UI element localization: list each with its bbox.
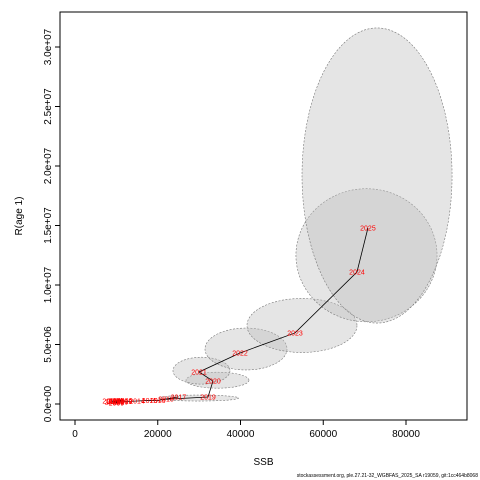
- x-tick-label: 80000: [392, 429, 420, 440]
- point-label: 2012: [109, 399, 125, 406]
- confidence-ellipse: [158, 394, 240, 402]
- point-label: 2024: [349, 270, 365, 277]
- point-label: 2017: [171, 394, 187, 401]
- point-label: 2006: [117, 398, 133, 405]
- point-label: 2009: [109, 400, 125, 407]
- x-axis-title: SSB: [253, 457, 273, 468]
- confidence-ellipse: [295, 188, 438, 323]
- point-label: 2014: [129, 399, 145, 406]
- x-tick-label: 0: [72, 429, 78, 440]
- point-label: 2010: [113, 400, 129, 407]
- point-label: 2016: [150, 398, 166, 405]
- trajectory-line: [110, 227, 369, 404]
- y-tick-label: 2.5e+07: [43, 88, 54, 125]
- point-label: 2018: [158, 397, 174, 404]
- y-tick-label: 1.0e+07: [43, 266, 54, 303]
- point-label: 2005: [109, 398, 125, 405]
- point-label: 2015: [142, 398, 158, 405]
- y-tick-label: 3.0e+07: [43, 28, 54, 65]
- x-tick-label: 40000: [227, 429, 255, 440]
- point-label: 2007: [102, 399, 118, 406]
- point-label: 2008: [107, 399, 123, 406]
- point-label: 2022: [232, 350, 248, 357]
- point-label: 2020: [205, 379, 221, 386]
- y-tick-label: 5.0e+06: [43, 326, 54, 363]
- point-label: 2019: [200, 394, 216, 401]
- point-label: 2011: [105, 400, 120, 407]
- point-label: 2013: [117, 399, 133, 406]
- plot-frame: [59, 11, 468, 421]
- point-label: 2023: [287, 330, 303, 337]
- point-label: 2021: [191, 369, 207, 376]
- footer-note: stockassessment.org, ple.27.21-32_WGBFAS…: [297, 473, 478, 479]
- y-tick-label: 1.5e+07: [43, 207, 54, 244]
- confidence-ellipse: [301, 27, 453, 324]
- y-axis-title: R(age 1): [14, 197, 25, 236]
- x-tick-label: 20000: [144, 429, 172, 440]
- confidence-ellipse: [246, 298, 358, 353]
- x-tick-label: 60000: [309, 429, 337, 440]
- point-label: 2025: [360, 225, 376, 232]
- y-tick-label: 2.0e+07: [43, 147, 54, 184]
- y-tick-label: 0.0e+00: [43, 385, 54, 422]
- confidence-ellipse: [185, 371, 250, 389]
